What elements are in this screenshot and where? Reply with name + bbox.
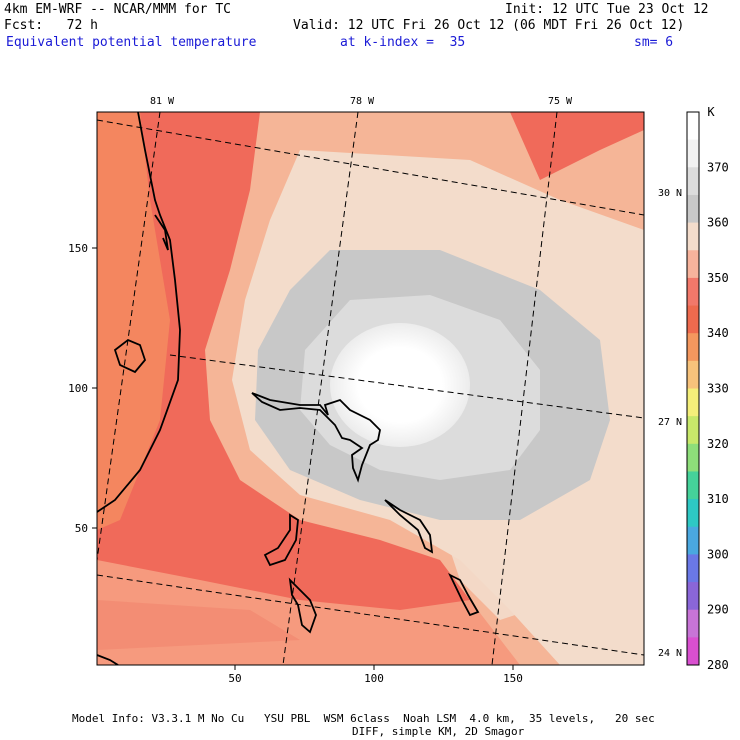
colorbar-swatch — [687, 277, 699, 307]
latlon-grid — [97, 112, 644, 665]
model-title: 4km EM-WRF -- NCAR/MMM for TC — [4, 2, 231, 17]
colorbar-swatch — [687, 305, 699, 334]
colorbar-swatch — [687, 139, 699, 168]
y-tick-label: 150 — [68, 242, 88, 255]
colorbar-swatch — [687, 471, 699, 500]
axis-ticks — [92, 247, 514, 670]
colorbar-swatch — [687, 554, 699, 583]
colorbar-swatch — [687, 582, 699, 611]
colorbar-swatch — [687, 333, 699, 362]
colorbar-swatch — [687, 112, 699, 141]
colorbar-swatch — [687, 443, 699, 472]
colorbar-label: 290 — [707, 603, 729, 617]
valid-time: Valid: 12 UTC Fri 26 Oct 12 (06 MDT Fri … — [293, 18, 685, 33]
lon-label: 75 W — [548, 96, 573, 107]
colorbar-swatch — [687, 637, 699, 666]
colorbar-swatch — [687, 526, 699, 555]
smoothing-info: sm= 6 — [634, 35, 674, 50]
lat-label: 27 N — [658, 417, 682, 428]
lat-label: 24 N — [658, 648, 682, 659]
colorbar-label: 320 — [707, 437, 729, 451]
lat-label: 30 N — [658, 188, 682, 199]
lon-label: 78 W — [350, 96, 375, 107]
colorbar-label: 340 — [707, 326, 729, 340]
colorbar-swatch — [687, 499, 699, 528]
colorbar-unit: K — [707, 105, 715, 119]
colorbar-swatch — [687, 609, 699, 638]
colorbar-label: 370 — [707, 160, 729, 174]
colorbar-swatch — [687, 250, 699, 279]
init-time: Init: 12 UTC Tue 23 Oct 12 — [505, 2, 709, 17]
colorbar-swatch — [687, 194, 699, 224]
colorbar-label: 310 — [707, 492, 729, 506]
level-info: at k-index = 35 — [340, 35, 466, 50]
colorbar-label: 350 — [707, 271, 729, 285]
colorbar-swatch — [687, 167, 699, 196]
field-name: Equivalent potential temperature — [6, 35, 257, 50]
x-tick-label: 100 — [364, 672, 384, 685]
x-tick-label: 150 — [503, 672, 523, 685]
colorbar-label: 280 — [707, 658, 729, 672]
forecast-hour: Fcst: 72 h — [4, 18, 98, 33]
model-info-2: DIFF, simple KM, 2D Smagor — [352, 725, 525, 738]
colorbar-swatch — [687, 416, 699, 445]
y-tick-label: 50 — [75, 522, 88, 535]
colorbar-swatch — [687, 388, 699, 417]
model-info: Model Info: V3.3.1 M No Cu YSU PBL WSM 6… — [72, 712, 655, 725]
colorbar-label: 330 — [707, 382, 729, 396]
colorbar-label: 360 — [707, 216, 729, 230]
coastlines — [97, 112, 480, 665]
colorbar-label: 300 — [707, 547, 729, 561]
colorbar-labels: 370 360 350 340 330 320 310 300 290 280 — [707, 160, 729, 672]
colorbar-swatch — [687, 360, 699, 389]
x-tick-label: 50 — [228, 672, 241, 685]
colorbar — [686, 111, 700, 666]
field-shading — [97, 112, 644, 665]
y-tick-label: 100 — [68, 382, 88, 395]
colorbar-swatch — [687, 222, 699, 251]
lon-label: 81 W — [150, 96, 175, 107]
